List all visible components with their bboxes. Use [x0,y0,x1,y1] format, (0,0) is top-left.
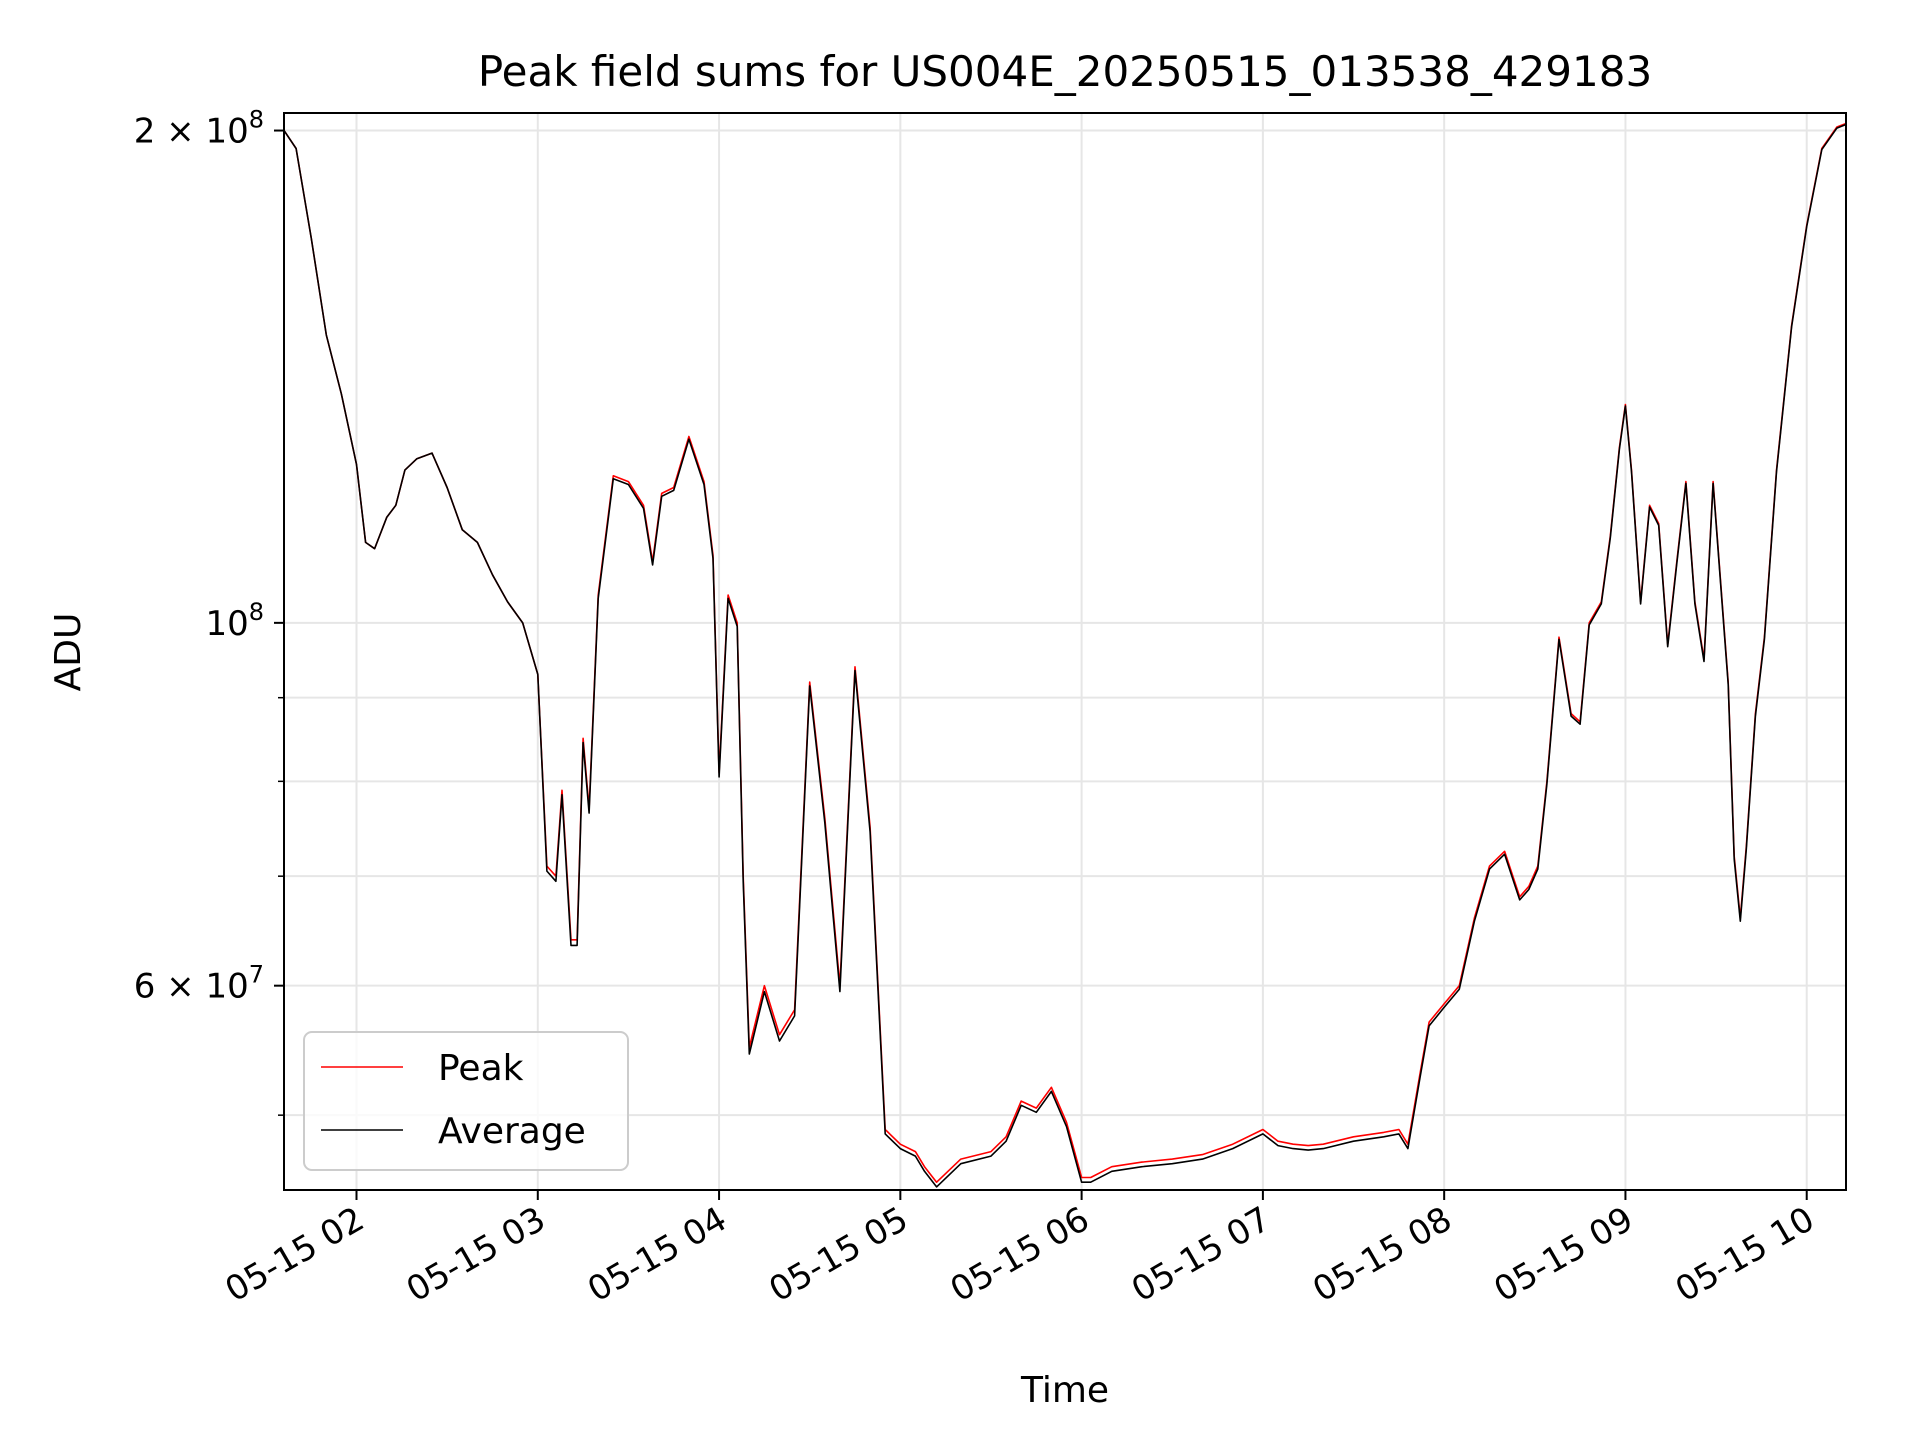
legend-label-peak: Peak [438,1048,524,1089]
y-tick-label: 108 [205,598,264,644]
x-axis-label: Time [1020,1370,1109,1411]
series-layer [284,122,1846,1188]
legend: Peak Average [303,1031,629,1171]
y-tick-label: 6 × 107 [134,961,264,1007]
plot-frame [283,112,1847,1191]
legend-label-average: Average [438,1111,586,1152]
y-axis: 6 × 107 108 2 × 108 [134,106,284,1116]
series-line-average [284,123,1846,1188]
grid [284,113,1846,1190]
y-tick-label: 2 × 108 [134,106,264,152]
chart-title: Peak field sums for US004E_20250515_0135… [478,47,1652,96]
y-axis-label: ADU [48,613,89,692]
